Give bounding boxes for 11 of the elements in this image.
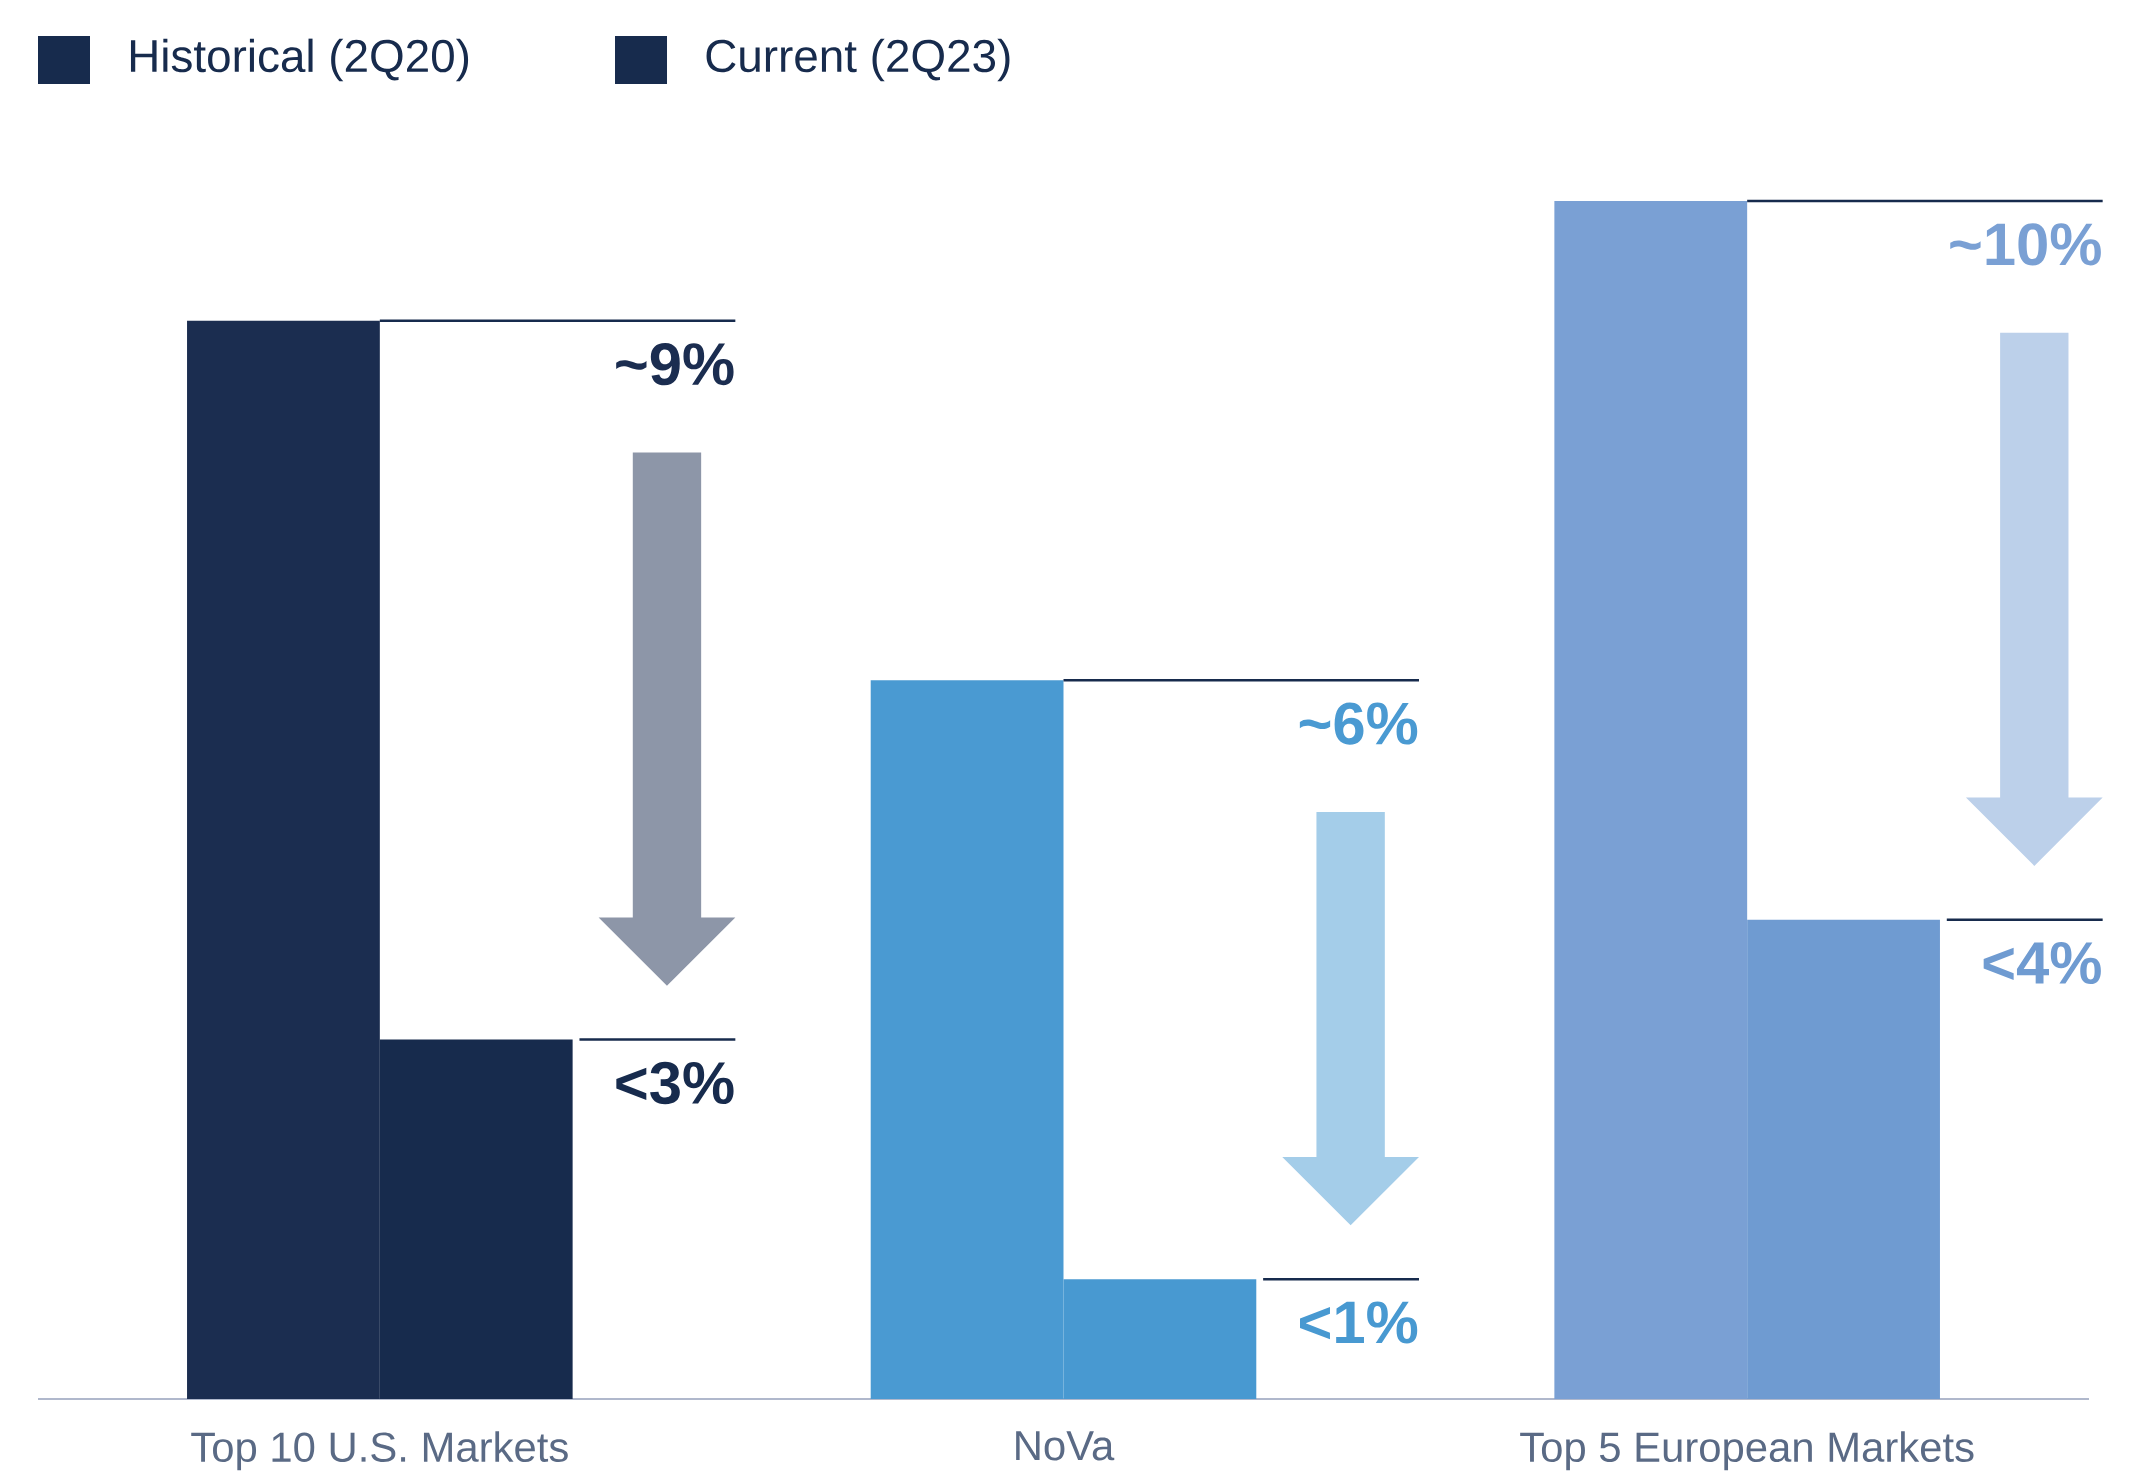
data-label: <3% <box>616 1061 734 1105</box>
x-tick-label: Top 10 U.S. Markets <box>191 1431 568 1471</box>
data-label: <4% <box>1983 942 2101 985</box>
data-label: ~9% <box>616 343 734 386</box>
x-tick-label: NoVa <box>1016 1431 1115 1461</box>
legend-label: Historical (2Q20) <box>130 38 469 82</box>
data-label: ~10% <box>1950 223 2101 266</box>
data-label: <1% <box>1300 1301 1418 1344</box>
legend-label: Current (2Q23) <box>706 38 1010 82</box>
x-tick-label: Top 5 European Markets <box>1520 1431 1974 1471</box>
data-label: ~6% <box>1299 702 1418 745</box>
